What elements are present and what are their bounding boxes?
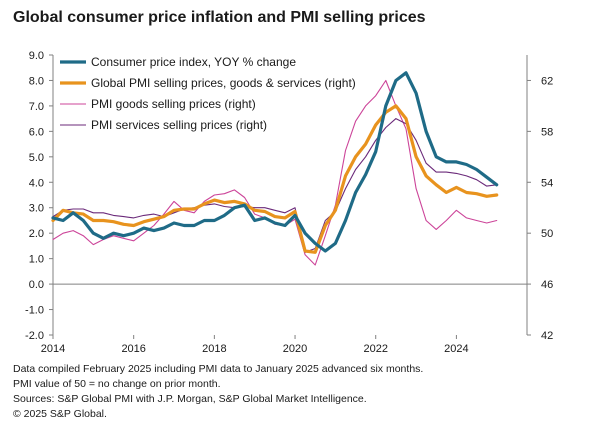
footnote-data-compiled: Data compiled February 2025 including PM… (13, 363, 424, 375)
left-tick-label: 0.0 (29, 279, 44, 291)
x-tick-label: 2022 (363, 343, 387, 355)
footnote-pmi-value: PMI value of 50 = no change on prior mon… (13, 378, 221, 390)
left-tick-label: 4.0 (29, 177, 44, 189)
line-chart: -2.0 -1.0 0.0 1.0 2.0 3.0 4.0 5.0 6.0 7.0 8.0 9.0 42… (25, 50, 553, 355)
right-tick-label: 62 (541, 75, 553, 87)
chart-title: Global consumer price inflation and PMI … (13, 9, 426, 26)
footnote-sources: Sources: S&P Global PMI with J.P. Morgan… (13, 393, 367, 405)
right-tick-label: 42 (541, 330, 553, 342)
legend-label: PMI services selling prices (right) (91, 118, 267, 132)
chart-axes: -2.0 -1.0 0.0 1.0 2.0 3.0 4.0 5.0 6.0 7.0 8.0 9.0 42… (25, 50, 553, 355)
pmi-services-line (52, 118, 498, 253)
cpi-line (51, 71, 499, 253)
left-tick-label: 7.0 (29, 101, 44, 113)
left-tick-label: 1.0 (29, 254, 44, 266)
right-tick-label: 54 (541, 177, 553, 189)
left-tick-label: 2.0 (29, 228, 44, 240)
left-tick-label: -2.0 (25, 330, 44, 342)
left-tick-label: 9.0 (29, 50, 44, 62)
x-tick-label: 2016 (121, 343, 145, 355)
footnote-copyright: © 2025 S&P Global. (13, 408, 107, 420)
x-tick-label: 2020 (283, 343, 307, 355)
right-tick-label: 58 (541, 126, 553, 138)
legend: Consumer price index, YOY % change Global… (60, 55, 356, 132)
right-tick-label: 46 (541, 279, 553, 291)
right-tick-label: 50 (541, 228, 553, 240)
legend-label: PMI goods selling prices (right) (91, 97, 256, 111)
left-tick-label: 5.0 (29, 152, 44, 164)
legend-label: Global PMI selling prices, goods & servi… (91, 76, 356, 90)
series-layer (51, 71, 499, 266)
left-tick-label: -1.0 (25, 305, 44, 317)
x-tick-label: 2024 (444, 343, 468, 355)
legend-label: Consumer price index, YOY % change (91, 55, 296, 69)
x-tick-label: 2018 (202, 343, 226, 355)
left-tick-label: 6.0 (29, 126, 44, 138)
x-tick-label: 2014 (41, 343, 65, 355)
left-tick-label: 3.0 (29, 203, 44, 215)
left-tick-label: 8.0 (29, 75, 44, 87)
footnotes: Data compiled February 2025 including PM… (13, 362, 423, 422)
pmi-all-line (51, 104, 499, 254)
